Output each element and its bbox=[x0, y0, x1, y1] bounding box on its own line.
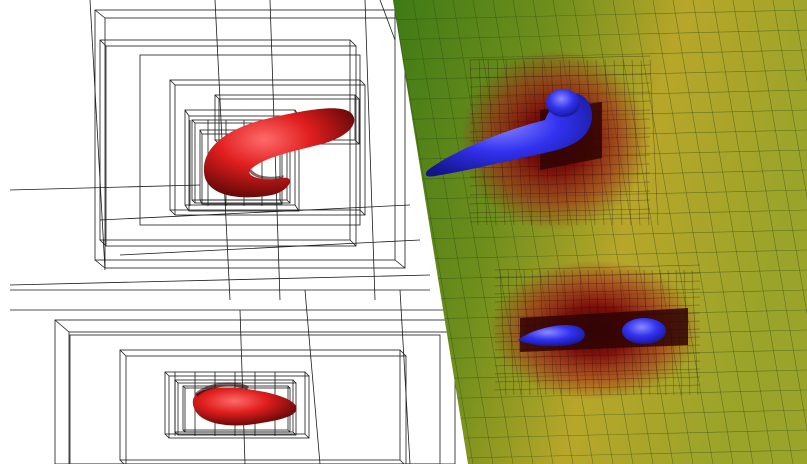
upper-blue-isosurface bbox=[425, 89, 593, 177]
wireframe-mesh bbox=[9, 0, 470, 464]
slice-plane bbox=[393, 0, 807, 464]
lower-red-isosurface bbox=[192, 382, 297, 426]
upper-red-isosurface bbox=[203, 108, 355, 198]
lower-blue-isosurface-right bbox=[622, 318, 666, 344]
lower-blue-isosurface-left bbox=[518, 324, 585, 347]
